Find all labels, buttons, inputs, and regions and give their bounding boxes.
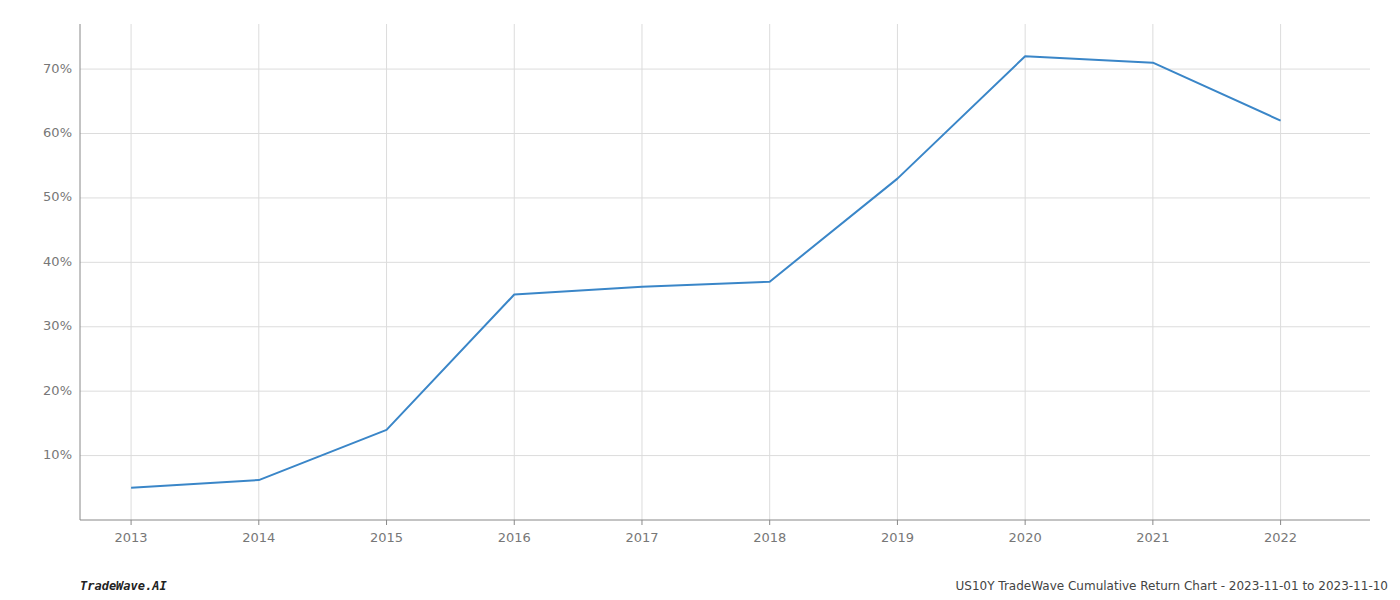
x-tick-mark	[131, 520, 132, 525]
y-tick-label: 20%	[43, 383, 72, 398]
footer-left: TradeWave.AI	[80, 579, 167, 593]
y-grid-line	[80, 133, 1370, 134]
x-grid-line	[258, 24, 259, 520]
y-grid-line	[80, 455, 1370, 456]
x-tick-label: 2015	[370, 530, 403, 545]
axes: 10% 20% 30% 40% 50% 60% 70% 2013 2014 2015 2016 201…	[43, 24, 1370, 545]
y-tick-label: 50%	[43, 189, 72, 204]
x-grid-line	[1025, 24, 1026, 520]
x-tick-label: 2017	[625, 530, 658, 545]
x-tick-mark	[641, 520, 642, 525]
x-tick-label: 2021	[1136, 530, 1169, 545]
x-tick-mark	[258, 520, 259, 525]
footer-right: US10Y TradeWave Cumulative Return Chart …	[956, 579, 1388, 593]
x-tick-label: 2016	[498, 530, 531, 545]
y-grid-line	[80, 391, 1370, 392]
data-line	[131, 56, 1281, 488]
x-axis-line	[80, 520, 1370, 521]
x-tick-mark	[1025, 520, 1026, 525]
y-tick-label: 10%	[43, 447, 72, 462]
y-tick-label: 30%	[43, 318, 72, 333]
y-tick-label: 40%	[43, 254, 72, 269]
chart: 10% 20% 30% 40% 50% 60% 70% 2013 2014 2015 2016 201…	[0, 0, 1400, 600]
y-tick-label: 70%	[43, 61, 72, 76]
x-tick-mark	[769, 520, 770, 525]
x-tick-mark	[1280, 520, 1281, 525]
y-axis-line	[80, 24, 81, 520]
x-tick-mark	[1152, 520, 1153, 525]
x-grid-line	[897, 24, 898, 520]
y-grid-line	[80, 69, 1370, 70]
y-grid-line	[80, 197, 1370, 198]
x-tick-mark	[514, 520, 515, 525]
x-grid-line	[386, 24, 387, 520]
x-tick-label: 2014	[242, 530, 275, 545]
x-grid-line	[1280, 24, 1281, 520]
x-grid-line	[514, 24, 515, 520]
x-tick-label: 2019	[881, 530, 914, 545]
y-grid-line	[80, 326, 1370, 327]
y-grid-line	[80, 262, 1370, 263]
x-tick-label: 2018	[753, 530, 786, 545]
x-tick-mark	[897, 520, 898, 525]
x-tick-label: 2013	[115, 530, 148, 545]
x-grid-line	[131, 24, 132, 520]
y-tick-label: 60%	[43, 125, 72, 140]
x-tick-mark	[386, 520, 387, 525]
x-grid-line	[1152, 24, 1153, 520]
x-tick-label: 2022	[1264, 530, 1297, 545]
x-tick-label: 2020	[1009, 530, 1042, 545]
grid	[80, 24, 1370, 520]
x-grid-line	[641, 24, 642, 520]
data-area	[131, 56, 1281, 488]
x-grid-line	[769, 24, 770, 520]
